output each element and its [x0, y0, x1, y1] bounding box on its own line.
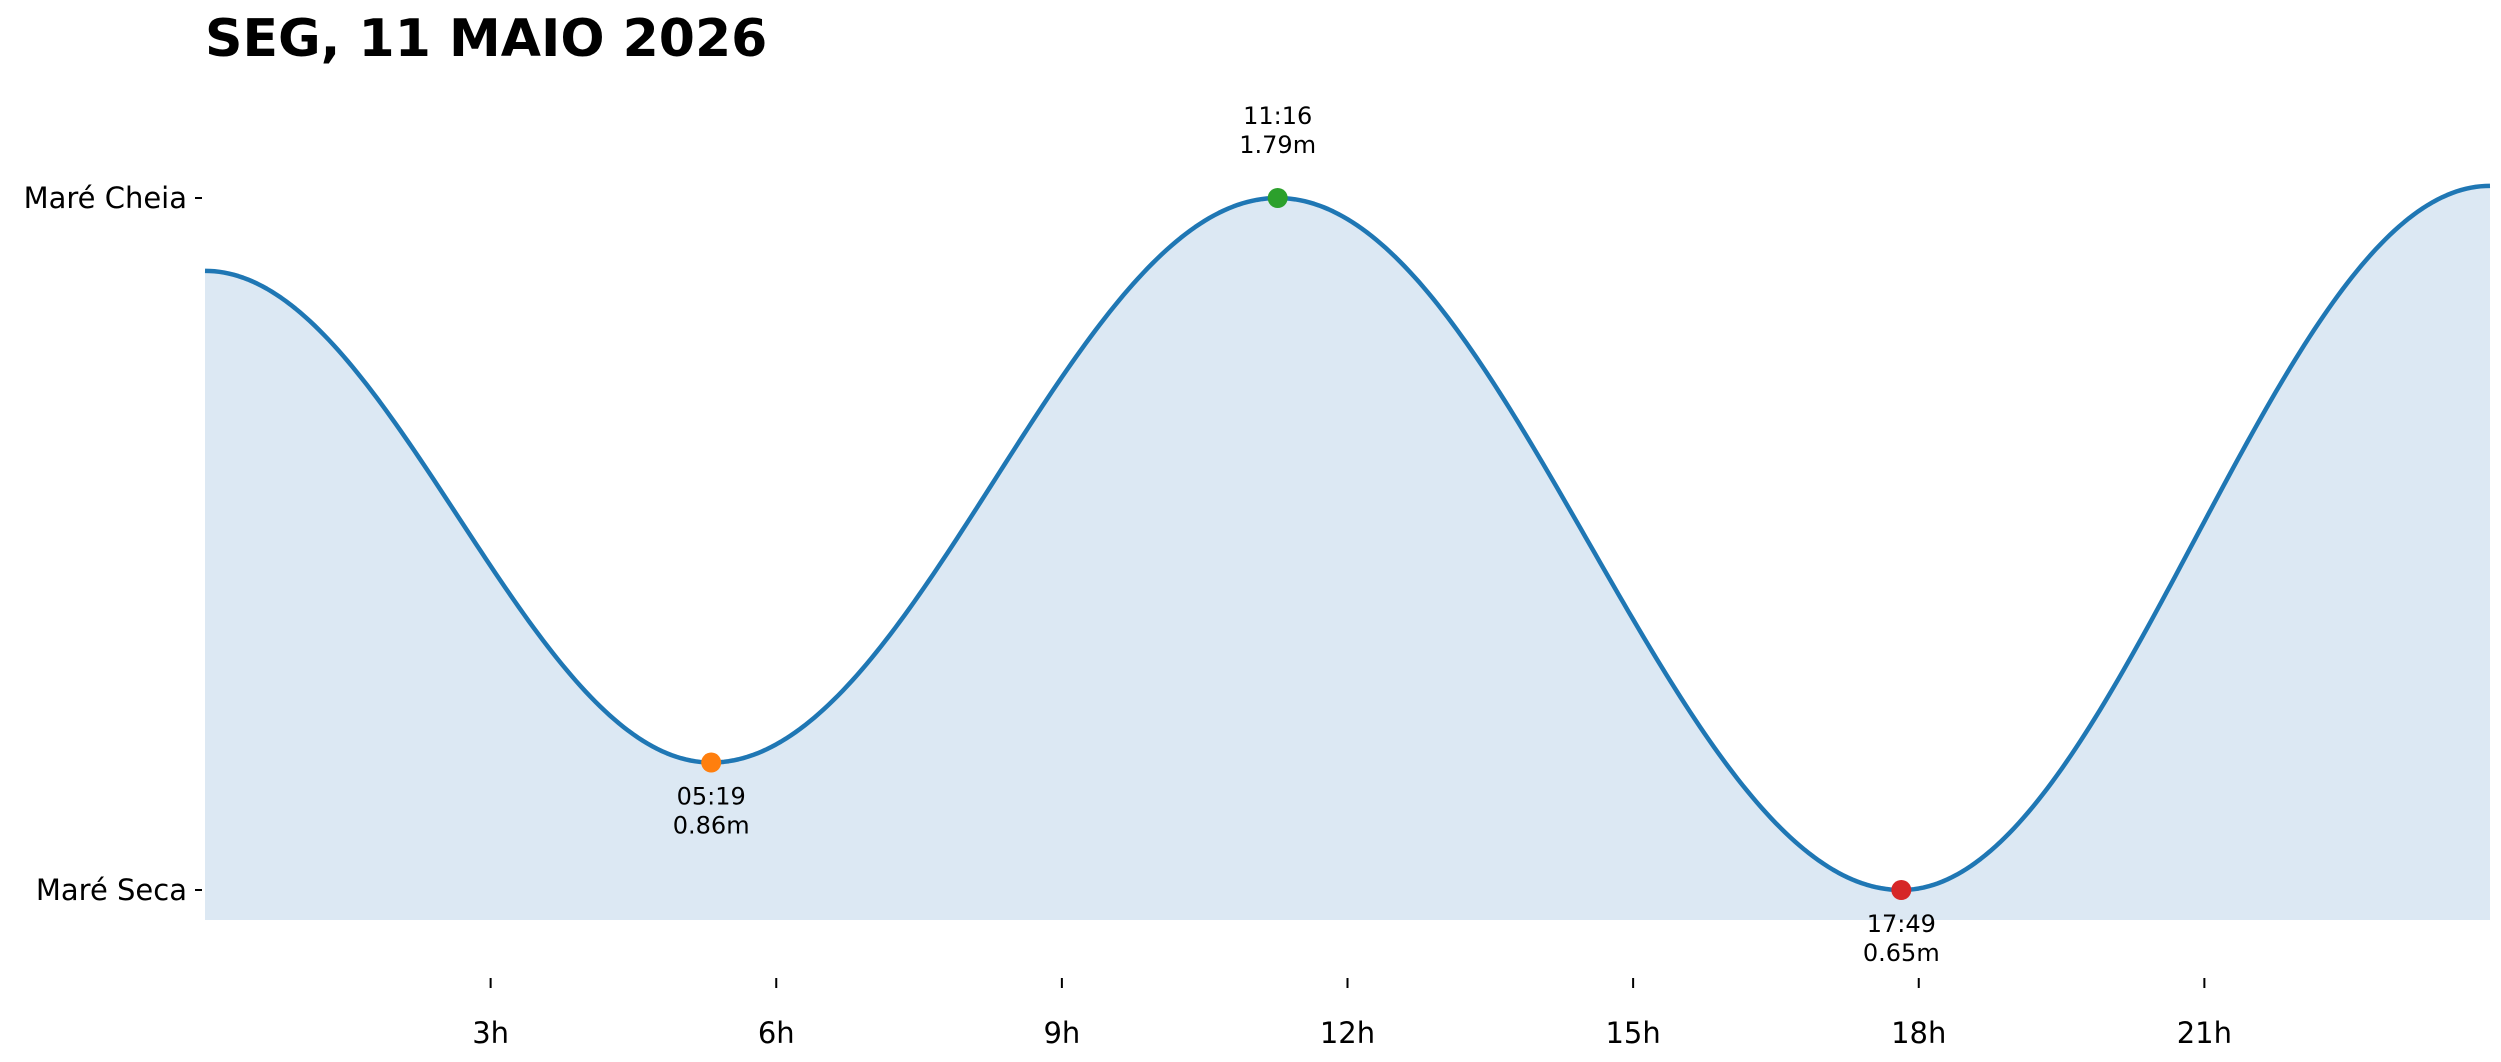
- tide-area-fill: [205, 185, 2490, 921]
- x-axis: 3h 6h 9h 12h 15h 18h 21h: [472, 978, 2232, 1050]
- tide-low-marker: [1891, 880, 1912, 900]
- tide-time-label: 05:19: [677, 783, 746, 811]
- x-tick-label: 15h: [1605, 1016, 1660, 1050]
- tide-height-label: 1.79m: [1239, 131, 1316, 159]
- tide-low-marker: [701, 752, 722, 773]
- tide-extremes: 05:190.86m 11:161.79m 17:490.65m: [673, 102, 1940, 967]
- y-tick-label: Maré Seca: [36, 873, 187, 907]
- tide-high-marker: [1267, 188, 1288, 208]
- x-tick-label: 3h: [472, 1016, 509, 1050]
- tide-time-label: 17:49: [1867, 910, 1936, 938]
- tide-height-label: 0.86m: [673, 812, 750, 840]
- tide-height-label: 0.65m: [1863, 939, 1940, 967]
- tide-time-label: 11:16: [1243, 102, 1312, 130]
- y-tick-label: Maré Cheia: [24, 181, 187, 215]
- y-axis: Maré Cheia Maré Seca: [24, 181, 202, 907]
- x-tick-label: 18h: [1891, 1016, 1946, 1050]
- tide-curve-line: [204, 183, 2491, 893]
- x-tick-label: 21h: [2177, 1016, 2232, 1050]
- x-tick-label: 12h: [1320, 1016, 1375, 1050]
- chart-title: SEG, 11 MAIO 2026: [205, 9, 767, 69]
- x-tick-label: 6h: [758, 1016, 795, 1050]
- x-tick-label: 9h: [1043, 1016, 1080, 1050]
